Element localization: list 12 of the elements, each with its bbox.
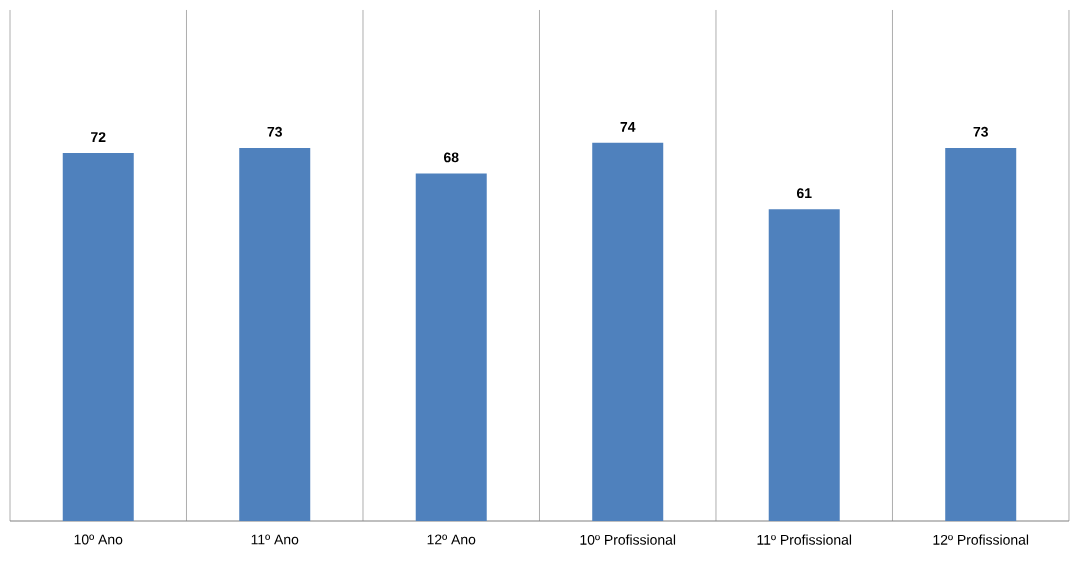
data-label: 73 <box>973 126 988 137</box>
data-label: 61 <box>796 188 812 199</box>
x-tick-label: 11º Ano <box>251 534 299 545</box>
data-label: 74 <box>620 122 636 132</box>
x-tick-label: 11º Profissional <box>757 534 852 545</box>
data-label: 73 <box>267 126 282 137</box>
x-tick-label: 12º Profissional <box>933 534 1029 545</box>
data-label: 72 <box>91 132 106 142</box>
x-tick-label: 10º Ano <box>74 534 123 545</box>
data-label: 68 <box>444 152 459 163</box>
x-tick-label: 10º Profissional <box>580 534 676 545</box>
x-tick-label: 12º Ano <box>427 534 476 545</box>
